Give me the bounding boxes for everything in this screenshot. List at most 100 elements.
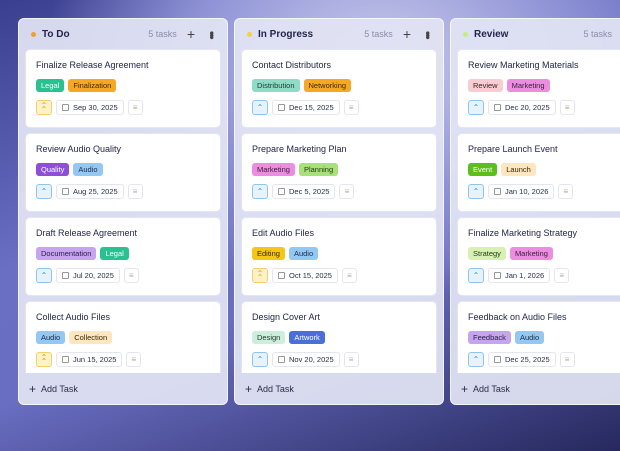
due-date[interactable]: Jan 1, 2026 — [488, 268, 551, 283]
tag: Documentation — [36, 247, 97, 260]
notes-icon[interactable]: ≡ — [559, 100, 575, 115]
tag: Review — [468, 79, 503, 92]
tag: Marketing — [509, 247, 553, 260]
calendar-icon — [278, 188, 285, 195]
due-date[interactable]: Jan 10, 2026 — [488, 184, 555, 199]
due-date[interactable]: Aug 25, 2025 — [56, 184, 124, 199]
priority-medium-icon[interactable]: ⌃ — [36, 268, 52, 283]
status-dot-icon — [247, 31, 252, 37]
due-date[interactable]: Dec 15, 2025 — [272, 100, 340, 115]
priority-medium-icon[interactable]: ⌃ — [252, 184, 268, 199]
task-card[interactable]: Edit Audio Files Editing Audio ⌃ ⌃ Oct 15,… — [241, 217, 437, 296]
task-card[interactable]: Prepare Marketing Plan Marketing Planning… — [241, 133, 437, 212]
notes-icon[interactable]: ≡ — [341, 268, 357, 283]
task-title: Collect Audio Files — [36, 312, 111, 322]
tag: Quality — [36, 163, 70, 176]
task-title: Design Cover Art — [252, 312, 321, 322]
tag-list: Design Artwork — [252, 331, 426, 344]
due-date[interactable]: Sep 30, 2025 — [56, 100, 124, 115]
task-card[interactable]: Review Marketing Materials Review Marketi… — [457, 49, 620, 128]
priority-medium-icon[interactable]: ⌃ — [468, 100, 484, 115]
tag-list: Quality Audio — [36, 163, 210, 176]
tag: Launch — [501, 163, 536, 176]
notes-icon[interactable]: ≡ — [126, 352, 142, 367]
plus-icon: + — [245, 381, 253, 396]
more-options-icon[interactable]: ••• — [205, 30, 219, 38]
task-title: Prepare Launch Event — [468, 144, 558, 154]
priority-high-icon[interactable]: ⌃ ⌃ — [252, 268, 268, 283]
task-count: 5 tasks — [364, 29, 393, 39]
priority-high-icon[interactable]: ⌃ ⌃ — [36, 352, 52, 367]
priority-medium-icon[interactable]: ⌃ — [36, 184, 52, 199]
task-card[interactable]: Finalize Release Agreement Legal Finaliza… — [25, 49, 221, 128]
notes-icon[interactable]: ≡ — [343, 352, 359, 367]
tag: Editing — [252, 247, 285, 260]
due-date-text: Jun 15, 2025 — [73, 355, 117, 364]
tag: Marketing — [252, 163, 295, 176]
calendar-icon — [278, 104, 285, 111]
due-date[interactable]: Dec 20, 2025 — [488, 100, 556, 115]
tag-list: Editing Audio — [252, 247, 426, 260]
due-date-text: Dec 25, 2025 — [505, 355, 550, 364]
column-header: To Do 5 tasks + ••• — [19, 19, 227, 49]
task-title: Review Marketing Materials — [468, 60, 579, 70]
due-date[interactable]: Oct 15, 2025 — [272, 268, 338, 283]
tag: Collection — [69, 331, 113, 344]
due-date[interactable]: Nov 20, 2025 — [272, 352, 340, 367]
due-date-text: Jan 10, 2026 — [505, 187, 549, 196]
more-options-icon[interactable]: ••• — [421, 30, 435, 38]
priority-medium-icon[interactable]: ⌃ — [468, 184, 484, 199]
notes-icon[interactable]: ≡ — [559, 352, 575, 367]
task-card[interactable]: Draft Release Agreement Documentation Leg… — [25, 217, 221, 296]
add-task-button[interactable]: + Add Task — [235, 373, 443, 404]
notes-icon[interactable]: ≡ — [343, 100, 359, 115]
calendar-icon — [62, 356, 69, 363]
column-header: Review 5 tasks — [451, 19, 620, 49]
task-card[interactable]: Review Audio Quality Quality Audio ⌃ Aug … — [25, 133, 221, 212]
tag-list: Strategy Marketing — [468, 247, 610, 260]
due-date[interactable]: Jun 15, 2025 — [56, 352, 123, 367]
notes-icon[interactable]: ≡ — [123, 268, 139, 283]
task-card[interactable]: Finalize Marketing Strategy Strategy Mark… — [457, 217, 620, 296]
tag: Strategy — [468, 247, 506, 260]
task-card[interactable]: Contact Distributors Distribution Network… — [241, 49, 437, 128]
due-date[interactable]: Dec 25, 2025 — [488, 352, 556, 367]
priority-medium-icon[interactable]: ⌃ — [252, 352, 268, 367]
task-title: Finalize Marketing Strategy — [468, 228, 578, 238]
calendar-icon — [494, 188, 501, 195]
notes-icon[interactable]: ≡ — [554, 268, 570, 283]
tag: Design — [252, 331, 286, 344]
tag-list: Marketing Planning — [252, 163, 426, 176]
task-card[interactable]: Collect Audio Files Audio Collection ⌃ ⌃ J… — [25, 301, 221, 373]
add-icon[interactable]: + — [402, 26, 411, 42]
due-date[interactable]: Jul 20, 2025 — [56, 268, 120, 283]
column-title: Review — [474, 28, 509, 40]
add-icon[interactable]: + — [186, 26, 195, 42]
task-card[interactable]: Prepare Launch Event Event Launch ⌃ Jan 1… — [457, 133, 620, 212]
notes-icon[interactable]: ≡ — [127, 100, 143, 115]
priority-high-icon[interactable]: ⌃ ⌃ — [36, 100, 52, 115]
due-date[interactable]: Dec 5, 2025 — [272, 184, 336, 199]
priority-medium-icon[interactable]: ⌃ — [252, 100, 268, 115]
due-date-text: Aug 25, 2025 — [73, 187, 118, 196]
priority-medium-icon[interactable]: ⌃ — [468, 352, 484, 367]
task-title: Finalize Release Agreement — [36, 60, 149, 70]
calendar-icon — [494, 104, 501, 111]
add-task-button[interactable]: + Add Task — [19, 373, 227, 404]
priority-medium-icon[interactable]: ⌃ — [468, 268, 484, 283]
notes-icon[interactable]: ≡ — [558, 184, 574, 199]
task-count: 5 tasks — [583, 29, 612, 39]
notes-icon[interactable]: ≡ — [127, 184, 143, 199]
tag-list: Legal Finalization — [36, 79, 210, 92]
tag: Networking — [303, 79, 352, 92]
notes-icon[interactable]: ≡ — [339, 184, 355, 199]
tag: Audio — [288, 247, 319, 260]
task-count: 5 tasks — [148, 29, 177, 39]
task-card[interactable]: Design Cover Art Design Artwork ⌃ Nov 20,… — [241, 301, 437, 373]
add-task-button[interactable]: + Add Task — [451, 373, 620, 404]
calendar-icon — [278, 272, 285, 279]
task-card[interactable]: Feedback on Audio Files Feedback Audio ⌃ … — [457, 301, 620, 373]
due-date-text: Dec 15, 2025 — [289, 103, 334, 112]
card-list: Contact Distributors Distribution Network… — [235, 49, 443, 375]
